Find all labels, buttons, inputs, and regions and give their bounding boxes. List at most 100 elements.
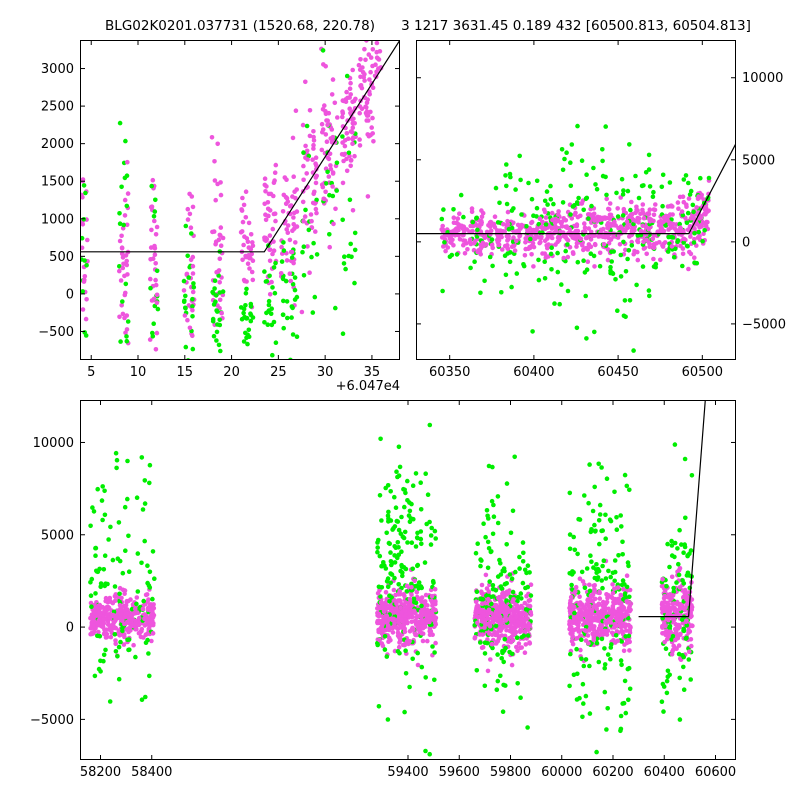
data-point <box>93 553 98 558</box>
data-point <box>507 259 513 265</box>
data-point <box>392 598 397 603</box>
data-point <box>683 605 688 610</box>
data-point <box>405 620 410 626</box>
data-point <box>279 244 284 250</box>
data-point <box>347 86 353 91</box>
data-point <box>405 540 410 545</box>
data-point <box>263 238 269 244</box>
data-point <box>441 207 446 212</box>
data-point <box>617 623 623 628</box>
data-point <box>447 236 453 241</box>
data-point <box>681 628 686 633</box>
data-point <box>510 637 516 643</box>
data-point <box>619 639 624 644</box>
data-point <box>385 717 391 722</box>
data-point <box>151 214 157 219</box>
data-point <box>383 566 389 571</box>
data-point <box>118 612 124 617</box>
data-point <box>122 588 128 593</box>
data-point <box>392 575 397 581</box>
data-point <box>619 628 625 634</box>
data-point <box>503 272 509 278</box>
data-point <box>391 587 397 593</box>
data-point <box>265 200 271 205</box>
data-point <box>270 251 275 257</box>
data-point <box>549 235 555 241</box>
data-point <box>385 584 391 590</box>
data-point <box>99 498 105 503</box>
data-point <box>385 483 391 488</box>
data-point <box>666 234 671 240</box>
data-point <box>669 203 674 208</box>
data-point <box>152 252 158 257</box>
data-point <box>269 279 274 285</box>
data-point <box>380 643 386 649</box>
data-point <box>511 597 516 602</box>
data-point <box>508 250 513 255</box>
data-point <box>117 585 123 591</box>
data-point <box>427 691 433 697</box>
data-point <box>148 257 153 262</box>
data-point <box>472 259 477 265</box>
data-point <box>665 541 670 547</box>
data-point <box>522 650 528 655</box>
data-point <box>651 212 657 218</box>
data-point <box>377 553 383 559</box>
data-point <box>290 135 296 141</box>
data-point <box>370 131 376 136</box>
data-point <box>529 196 535 202</box>
data-point <box>365 194 371 199</box>
data-point <box>305 244 310 249</box>
data-point <box>305 157 310 162</box>
data-point <box>581 258 586 264</box>
x-tick-label: 60350 <box>429 365 470 380</box>
data-point <box>587 582 592 588</box>
data-point <box>386 509 391 515</box>
data-point <box>190 289 196 295</box>
data-point <box>150 177 156 183</box>
data-point <box>352 121 358 126</box>
data-point <box>266 298 272 304</box>
data-point <box>292 210 297 216</box>
data-point <box>556 212 561 217</box>
y-tick-label: 1000 <box>41 212 74 227</box>
data-point <box>518 695 523 700</box>
data-point <box>671 254 677 260</box>
data-point <box>626 697 631 703</box>
data-point <box>599 465 604 470</box>
y-tick-label: 0 <box>66 621 74 636</box>
data-point <box>117 211 122 216</box>
data-point <box>311 146 316 151</box>
data-point <box>688 234 693 239</box>
data-point <box>433 615 438 620</box>
data-point <box>108 524 113 530</box>
data-point <box>431 580 436 585</box>
data-point <box>101 631 107 637</box>
data-point <box>340 217 346 223</box>
data-point <box>680 212 686 218</box>
data-point <box>139 455 145 460</box>
data-point <box>432 650 437 655</box>
data-point <box>597 263 603 269</box>
data-point <box>610 604 616 609</box>
data-point <box>603 512 608 518</box>
data-point <box>346 150 352 156</box>
data-point <box>677 221 682 227</box>
data-point <box>153 277 158 283</box>
data-point <box>504 581 510 586</box>
data-point <box>567 619 573 624</box>
data-point <box>612 609 617 614</box>
data-point <box>602 604 607 609</box>
data-point <box>527 640 532 645</box>
data-point <box>527 603 533 609</box>
data-point <box>117 633 122 638</box>
data-point <box>327 244 333 250</box>
data-point <box>392 553 397 558</box>
data-point <box>153 347 159 352</box>
data-point <box>320 127 326 132</box>
data-point <box>608 270 613 276</box>
data-point <box>416 580 422 585</box>
data-point <box>592 218 597 223</box>
data-point <box>576 195 581 201</box>
